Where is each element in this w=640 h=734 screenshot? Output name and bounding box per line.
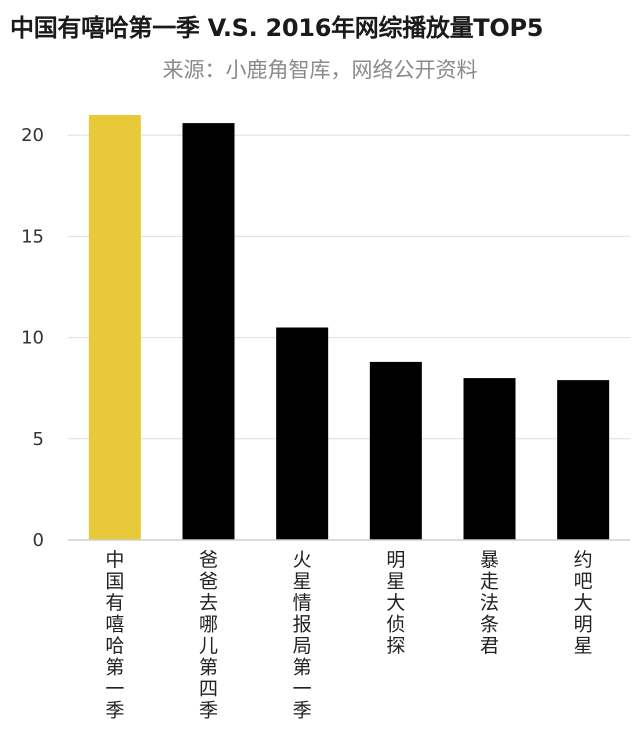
- grid-layer: [68, 134, 630, 440]
- bar-5: [463, 378, 516, 540]
- x-category-label: 中国有嘻哈第一季: [105, 549, 124, 722]
- x-category-label: 明星大侦探: [386, 549, 405, 657]
- chart-title: 中国有嘻哈第一季 V.S. 2016年网综播放量TOP5: [10, 14, 544, 42]
- x-category-label: 爸爸去哪儿第四季: [199, 549, 218, 722]
- y-tick-labels: 0 5 10 15 20: [21, 125, 44, 551]
- bar-3: [276, 327, 329, 540]
- bar-1: [88, 115, 141, 540]
- x-category-label: 约吧大明星: [574, 549, 593, 657]
- y-tick-label: 5: [33, 429, 44, 450]
- x-category-label: 暴走法条君: [480, 549, 499, 657]
- x-category-labels: 中国有嘻哈第一季 爸爸去哪儿第四季 火星情报局第一季 明星大侦探 暴走法条君 约吧大明星: [105, 549, 592, 722]
- bar-4: [369, 361, 422, 540]
- bar-6: [557, 380, 610, 540]
- y-tick-label: 20: [21, 125, 44, 146]
- y-tick-label: 15: [21, 226, 44, 247]
- x-category-label: 火星情报局第一季: [293, 549, 312, 722]
- y-tick-label: 0: [33, 530, 44, 551]
- bar-2: [182, 123, 235, 540]
- chart-subtitle: 来源：小鹿角智库，网络公开资料: [162, 58, 478, 82]
- y-tick-label: 10: [21, 328, 44, 349]
- bars-layer: [88, 115, 610, 540]
